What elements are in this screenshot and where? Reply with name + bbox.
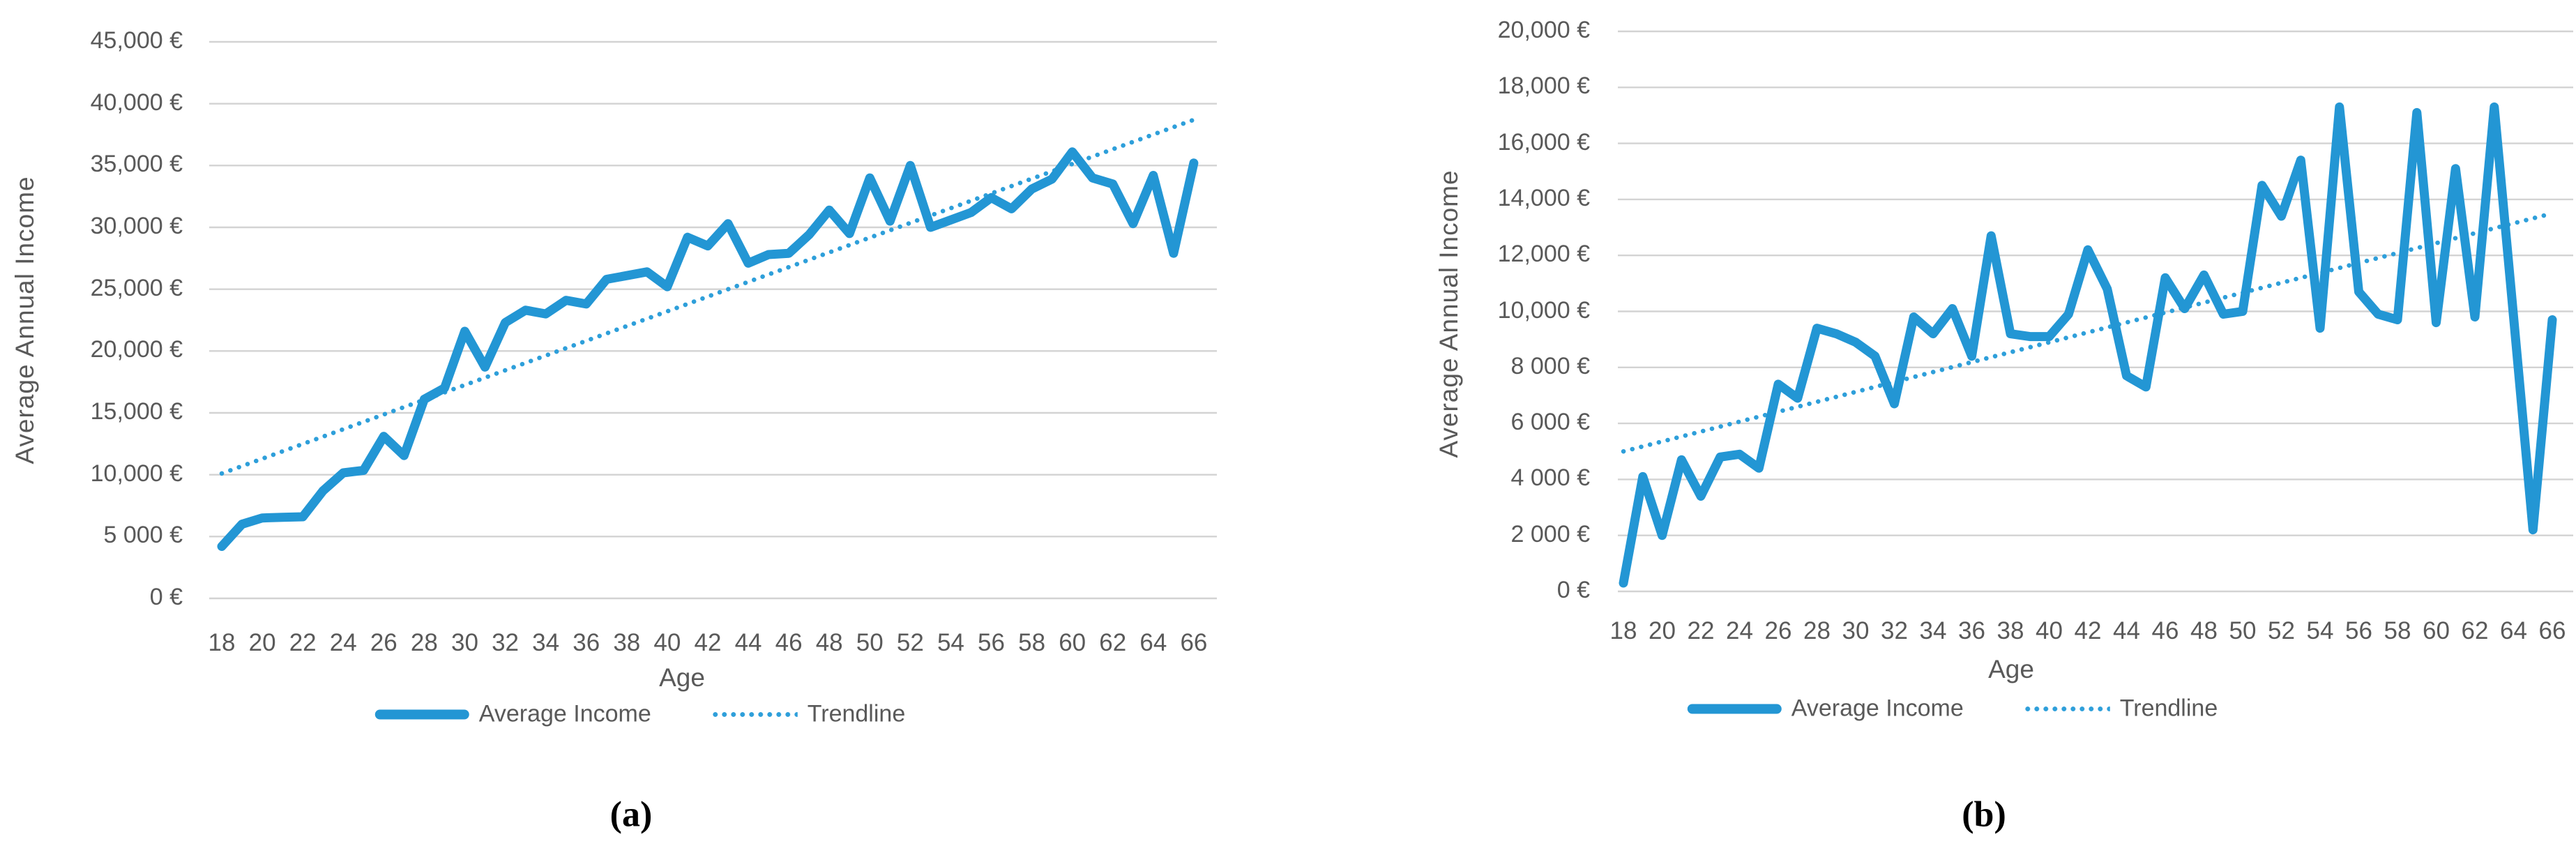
x-tick-label-a: 26 (370, 629, 397, 656)
y-tick-label-b: 12,000 € (1497, 241, 1590, 268)
x-tick-label-a: 30 (451, 629, 478, 656)
x-tick-label-a: 36 (573, 629, 600, 656)
x-tick-label-b: 38 (1997, 617, 2024, 644)
y-axis-title-a: Average Annual Income (10, 176, 39, 464)
x-tick-label-b: 56 (2345, 617, 2372, 644)
legend-a: Average Income Trendline (374, 700, 906, 728)
x-tick-label-a: 34 (532, 629, 560, 656)
legend-label-average-income-b: Average Income (1791, 695, 1964, 722)
y-tick-label-b: 18,000 € (1497, 73, 1590, 100)
y-tick-label-b: 4 000 € (1510, 464, 1590, 492)
y-tick-label-a: 25,000 € (90, 274, 183, 301)
x-tick-label-b: 64 (2500, 617, 2527, 644)
x-tick-label-a: 58 (1018, 629, 1046, 656)
x-tick-label-a: 60 (1059, 629, 1086, 656)
x-tick-label-b: 62 (2461, 617, 2489, 644)
y-tick-label-b: 20,000 € (1497, 16, 1590, 43)
x-tick-label-b: 32 (1881, 617, 1908, 644)
average-income-series-b (1619, 102, 2557, 588)
x-tick-label-a: 64 (1139, 629, 1167, 656)
x-tick-label-a: 38 (613, 629, 641, 656)
x-tick-label-b: 40 (2036, 617, 2063, 644)
y-tick-label-a: 15,000 € (90, 398, 183, 425)
x-tick-label-a: 56 (978, 629, 1005, 656)
x-tick-label-a: 18 (208, 629, 236, 656)
x-axis-title-b: Age (1988, 655, 2034, 683)
x-tick-label-b: 28 (1803, 617, 1831, 644)
caption-a: (a) (609, 794, 653, 835)
x-tick-label-a: 48 (815, 629, 843, 656)
y-tick-label-a: 10,000 € (90, 460, 183, 487)
x-tick-label-b: 34 (1919, 617, 1947, 644)
y-tick-label-a: 30,000 € (90, 212, 183, 239)
x-tick-label-b: 58 (2384, 617, 2411, 644)
x-tick-label-b: 66 (2538, 617, 2566, 644)
x-tick-label-a: 50 (856, 629, 884, 656)
x-tick-label-b: 22 (1687, 617, 1715, 644)
x-tick-label-a: 22 (289, 629, 317, 656)
x-tick-label-a: 32 (492, 629, 520, 656)
x-tick-label-a: 28 (410, 629, 438, 656)
x-tick-label-a: 20 (248, 629, 276, 656)
x-tick-label-a: 46 (775, 629, 803, 656)
x-tick-label-b: 46 (2151, 617, 2179, 644)
x-tick-label-b: 18 (1609, 617, 1637, 644)
trendline-swatch-b (2024, 706, 2110, 711)
x-tick-label-b: 50 (2229, 617, 2257, 644)
y-axis-title-b: Average Annual Income (1434, 169, 1463, 458)
x-tick-label-b: 42 (2074, 617, 2102, 644)
x-tick-label-a: 44 (734, 629, 762, 656)
y-tick-label-b: 10,000 € (1497, 296, 1590, 324)
average-income-line-swatch-a (374, 709, 469, 719)
legend-label-average-income-a: Average Income (478, 700, 651, 727)
y-tick-label-a: 35,000 € (90, 151, 183, 178)
y-tick-label-b: 2 000 € (1510, 520, 1590, 547)
y-tick-label-a: 20,000 € (90, 336, 183, 363)
y-tick-label-a: 0 € (149, 583, 183, 610)
legend-label-trendline-a: Trendline (807, 700, 906, 727)
x-axis-title-a: Age (659, 663, 705, 692)
trendline-swatch-a (712, 711, 798, 717)
y-tick-label-a: 5 000 € (103, 522, 183, 549)
x-tick-label-b: 52 (2268, 617, 2295, 644)
x-tick-label-a: 40 (653, 629, 681, 656)
x-tick-label-a: 54 (937, 629, 964, 656)
x-tick-label-a: 52 (896, 629, 924, 656)
y-tick-label-b: 8 000 € (1510, 352, 1590, 379)
average-income-series-a (217, 147, 1199, 551)
x-tick-label-a: 42 (694, 629, 722, 656)
caption-b: (b) (1962, 794, 2006, 835)
x-tick-label-b: 20 (1649, 617, 1676, 644)
y-tick-label-b: 0 € (1556, 576, 1590, 603)
y-tick-label-b: 14,000 € (1497, 184, 1590, 211)
x-tick-label-b: 26 (1764, 617, 1792, 644)
y-tick-label-b: 6 000 € (1510, 409, 1590, 436)
x-tick-label-a: 62 (1099, 629, 1127, 656)
x-tick-label-b: 60 (2423, 617, 2450, 644)
trendline-series-a (219, 117, 1197, 476)
x-tick-label-b: 54 (2306, 617, 2334, 644)
y-tick-label-a: 40,000 € (90, 89, 183, 116)
y-tick-label-b: 16,000 € (1497, 128, 1590, 156)
x-tick-label-a: 66 (1180, 629, 1208, 656)
legend-b: Average Income Trendline (1687, 695, 2218, 723)
x-tick-label-b: 24 (1726, 617, 1753, 644)
x-tick-label-b: 30 (1842, 617, 1870, 644)
average-income-line-swatch-b (1687, 704, 1782, 713)
y-tick-label-a: 45,000 € (90, 27, 183, 54)
legend-label-trendline-b: Trendline (2119, 695, 2218, 722)
x-tick-label-b: 36 (1958, 617, 1985, 644)
x-tick-label-b: 48 (2190, 617, 2218, 644)
x-tick-label-b: 44 (2113, 617, 2140, 644)
x-tick-label-a: 24 (329, 629, 357, 656)
